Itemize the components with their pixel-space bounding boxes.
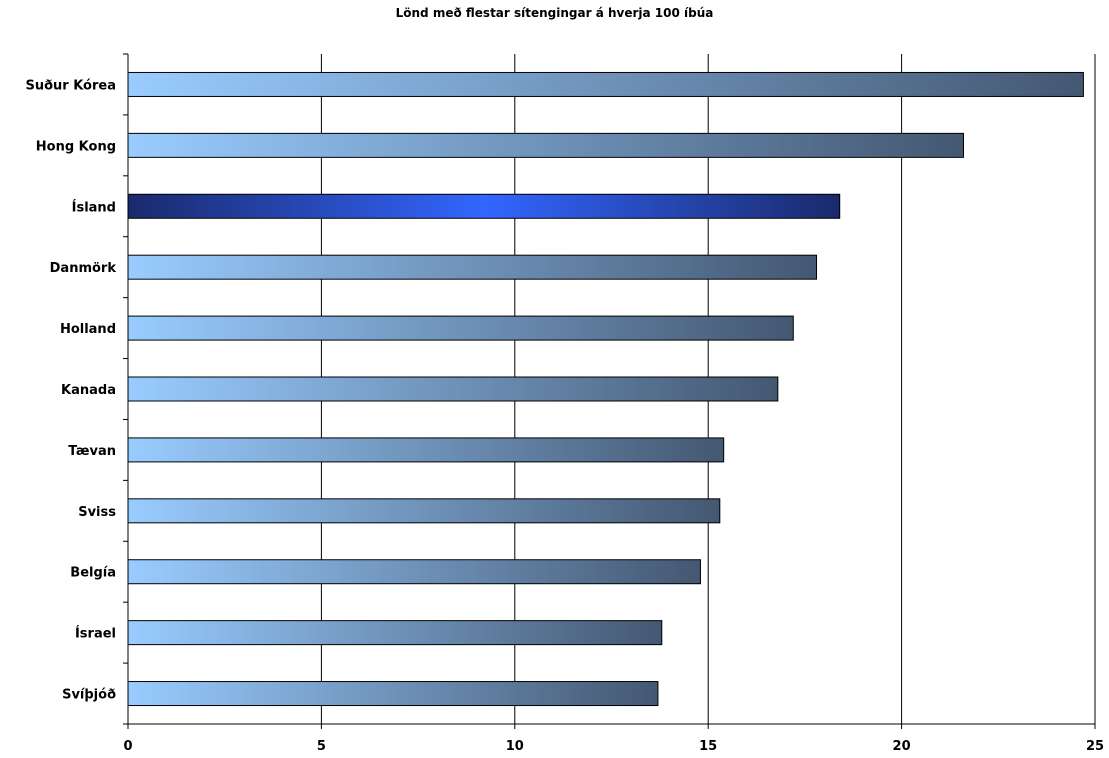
category-label: Danmörk (50, 261, 117, 276)
x-tick-label: 15 (699, 739, 717, 754)
bar (127, 71, 1084, 97)
bar (127, 437, 725, 463)
bar (127, 681, 659, 707)
category-label: Suður Kórea (25, 78, 116, 93)
bar (127, 254, 818, 280)
bar (127, 132, 964, 158)
category-label: Svíþjóð (62, 688, 116, 703)
x-tick-labels: 0 5 10 15 20 25 (123, 739, 1104, 754)
category-label: Ísrael (75, 626, 116, 642)
category-label: Holland (60, 322, 116, 337)
category-label: Kanada (61, 383, 116, 398)
category-label: Hong Kong (36, 139, 116, 154)
x-tick-label: 20 (893, 739, 911, 754)
category-label: Belgía (70, 566, 116, 581)
x-tick-label: 10 (506, 739, 524, 754)
category-label: Tævan (68, 444, 116, 459)
bar (127, 498, 721, 524)
chart-title: Lönd með flestar sítengingar á hverja 10… (395, 6, 714, 20)
bar (127, 559, 701, 585)
category-labels: Suður Kórea Hong Kong Ísland Danmörk Holland… (25, 78, 116, 702)
x-tick-label: 0 (123, 739, 132, 754)
category-label: Ísland (72, 199, 116, 215)
bar (127, 315, 794, 341)
bar (127, 376, 779, 402)
x-tick-label: 25 (1086, 739, 1104, 754)
bars (127, 71, 1084, 707)
axes (123, 53, 1096, 729)
category-label: Sviss (78, 505, 116, 520)
bar (127, 620, 663, 646)
x-tick-label: 5 (317, 739, 326, 754)
bar (127, 193, 841, 219)
